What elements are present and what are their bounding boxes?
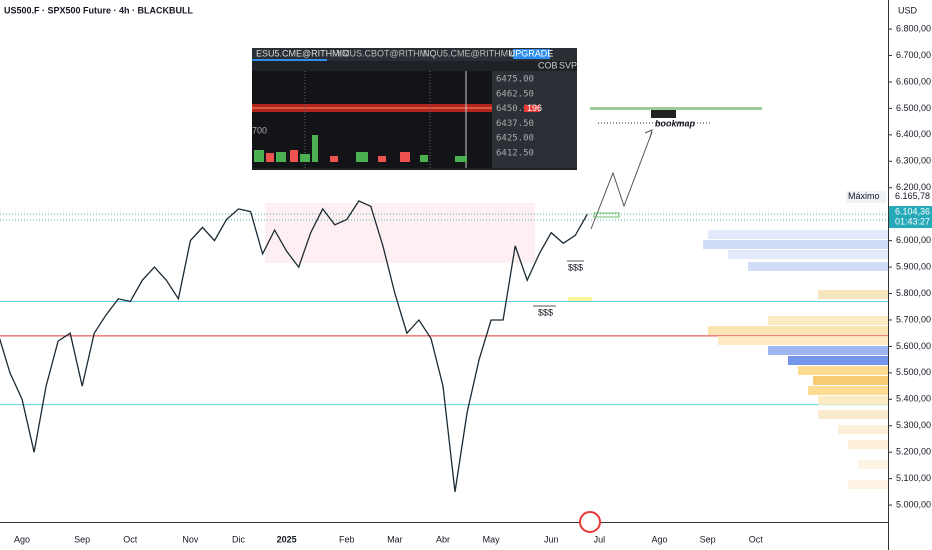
volume-profile (703, 240, 888, 249)
high-box (846, 190, 886, 203)
x-tick-label: Sep (700, 534, 716, 544)
arrow-head (644, 129, 653, 139)
y-tick-label: 5.000,00 (896, 499, 931, 509)
price-line (0, 200, 588, 492)
y-tick-label: 5.500,00 (896, 367, 931, 377)
tab[interactable]: ESU5.CME@RITHMIC (256, 48, 349, 58)
volume-profile (848, 480, 888, 489)
x-tick-label: 2025 (277, 534, 297, 544)
y-tick-label: 6.500,00 (896, 103, 931, 113)
countdown: 01:43:27 (895, 216, 930, 226)
y-tick-label: 5.900,00 (896, 261, 931, 271)
volume-profile (788, 356, 888, 365)
x-tick-label: Nov (182, 534, 199, 544)
tab[interactable]: YMUS.CBOT@RITHMIC (336, 48, 437, 58)
y-tick-label: 6.300,00 (896, 156, 931, 166)
volume-profile (748, 262, 888, 271)
volume-profile (818, 290, 888, 299)
high-name: Máximo (848, 191, 880, 201)
volume-label: 700 (252, 125, 267, 135)
x-tick-label: May (483, 534, 501, 544)
volume-profile (848, 440, 888, 449)
annotation: $$$ (538, 307, 553, 317)
volume-profile (838, 425, 888, 434)
annotation: $$$ (568, 262, 583, 272)
y-tick-label: 6.700,00 (896, 50, 931, 60)
volume-profile (768, 346, 888, 355)
volume-profile (708, 326, 888, 335)
volume-profile (718, 336, 888, 345)
volume-profile (808, 386, 888, 395)
volume-profile (768, 316, 888, 325)
y-tick-label: 5.700,00 (896, 314, 931, 324)
inset: ESU5.CME@RITHMIC YMUS.CBOT@RITHMIC NQU5.… (252, 48, 577, 170)
label-box (651, 110, 676, 118)
x-tick-label: Jun (544, 534, 559, 544)
annotation: bookmap (655, 118, 696, 128)
x-tick-label: Feb (339, 534, 355, 544)
y-tick-label: 5.800,00 (896, 288, 931, 298)
volume-profile (818, 410, 888, 419)
y-tick-label: 6.800,00 (896, 23, 931, 33)
volume-profile (858, 460, 888, 469)
y-tick-label: 6.200,00 (896, 182, 931, 192)
y-tick-label: 5.400,00 (896, 394, 931, 404)
y-tick-label: 6.600,00 (896, 76, 931, 86)
volume-profile (708, 230, 888, 239)
y-tick-label: 5.100,00 (896, 473, 931, 483)
tab[interactable]: NQU5.CME@RITHMIC (423, 48, 518, 58)
x-tick-label: Abr (436, 534, 450, 544)
y-tick-label: 5.200,00 (896, 447, 931, 457)
zone-yellow (568, 297, 592, 301)
volume-profile (813, 376, 888, 385)
column: SVP (559, 60, 577, 70)
inset-price: 6475.00 (496, 75, 534, 85)
x-tick-label: Sep (74, 534, 90, 544)
inset-price: 6412.50 (496, 149, 534, 159)
high-label: 6.165,78 (895, 191, 930, 201)
inset-price: 6425.00 (496, 134, 534, 144)
x-tick-label: Ago (14, 534, 30, 544)
upgrade-button[interactable] (513, 49, 550, 59)
inset-price: 6437.50 (496, 119, 534, 129)
zone (265, 203, 535, 263)
volume-profile (818, 396, 888, 405)
x-tick-label: Dic (232, 534, 245, 544)
target-zone (590, 107, 762, 110)
button-label[interactable]: UPGRADE (509, 48, 554, 58)
size-label: 196 (527, 103, 542, 113)
last-price-box (889, 206, 932, 229)
column: COB (538, 60, 558, 70)
x-tick-label: Oct (749, 534, 764, 544)
x-tick-label: Mar (387, 534, 403, 544)
y-tick-label: 6.400,00 (896, 129, 931, 139)
chart-title: US500.F · SPX500 Future · 4h · BLACKBULL (4, 5, 194, 15)
inset-price: 6450.00 (496, 104, 534, 114)
projection (590, 131, 653, 230)
x-tick-label: Oct (123, 534, 138, 544)
box (593, 212, 620, 218)
x-tick-label: Ago (651, 534, 667, 544)
inset-price: 6462.50 (496, 89, 534, 99)
y-tick-label: 6.000,00 (896, 235, 931, 245)
event-icon[interactable] (579, 511, 601, 533)
x-tick-label: Jul (594, 534, 606, 544)
y-axis-label: USD (898, 5, 918, 15)
y-axis-area (888, 0, 932, 550)
y-tick-label: 5.600,00 (896, 341, 931, 351)
y-tick-label: 5.300,00 (896, 420, 931, 430)
volume-profile (798, 366, 888, 375)
last-price: 6.104,36 (895, 206, 930, 216)
volume-profile (728, 250, 888, 259)
